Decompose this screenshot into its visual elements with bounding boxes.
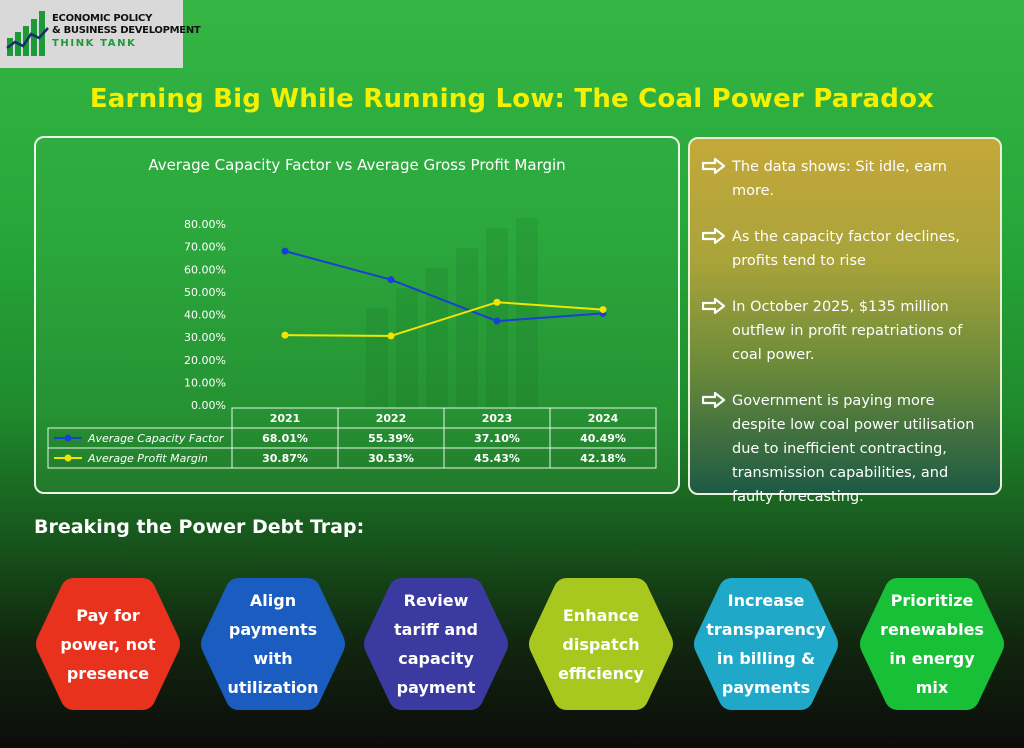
data-point	[387, 332, 395, 340]
table-cell-value: 30.87%	[262, 452, 308, 465]
series-line	[284, 301, 604, 337]
table-cell-value: 42.18%	[580, 452, 626, 465]
section-title: Breaking the Power Debt Trap:	[34, 516, 365, 538]
background-bars-decoration	[366, 218, 538, 408]
x-category-label: 2022	[376, 412, 407, 425]
action-card: Increase transparency in billing & payme…	[692, 574, 840, 714]
action-card: Align payments with utilization	[199, 574, 347, 714]
hexagon-shape	[201, 578, 345, 710]
action-card: Enhance dispatch efficiency	[527, 574, 675, 714]
x-category-label: 2023	[482, 412, 513, 425]
y-tick-label: 70.00%	[184, 241, 226, 254]
chart-title: Average Capacity Factor vs Average Gross…	[148, 156, 566, 174]
series-line	[284, 250, 604, 323]
data-point	[281, 247, 289, 255]
y-tick-label: 20.00%	[184, 354, 226, 367]
arrow-right-icon	[702, 228, 726, 244]
arrow-right-icon	[702, 158, 726, 174]
legend-marker	[64, 434, 72, 442]
hexagon-shape	[694, 578, 838, 710]
y-tick-label: 40.00%	[184, 309, 226, 322]
legend-marker	[64, 454, 72, 462]
insight-item: The data shows: Sit idle, earn more.	[702, 155, 990, 203]
action-label: Align payments with utilization	[227, 591, 319, 697]
x-category-label: 2021	[270, 412, 301, 425]
action-label: Increase transparency in billing & payme…	[706, 591, 826, 697]
hexagon-shape	[36, 578, 180, 710]
table-cell-value: 40.49%	[580, 432, 626, 445]
insights-panel: The data shows: Sit idle, earn more. As …	[688, 137, 1002, 505]
table-cell-value: 30.53%	[368, 452, 414, 465]
action-label: Pay for power, not presence	[60, 605, 156, 683]
data-point	[387, 276, 395, 284]
chart-panel: Average Capacity Factor vs Average Gross…	[34, 136, 680, 494]
insight-text: As the capacity factor declines, profits…	[732, 229, 960, 269]
y-tick-label: 10.00%	[184, 376, 226, 389]
data-point	[493, 298, 501, 306]
legend-label: Average Capacity Factor	[87, 432, 225, 445]
insight-item: Government is paying more despite low co…	[702, 389, 990, 509]
action-card: Review tariff and capacity payment	[362, 574, 510, 714]
table-cell-value: 55.39%	[368, 432, 414, 445]
y-tick-label: 50.00%	[184, 286, 226, 299]
hexagon-shape	[529, 578, 673, 710]
insight-text: The data shows: Sit idle, earn more.	[732, 159, 948, 199]
data-point	[281, 331, 289, 339]
arrow-right-icon	[702, 298, 726, 314]
action-label: Enhance dispatch efficiency	[558, 605, 644, 683]
action-card: Prioritize renewables in energy mix	[858, 574, 1006, 714]
line-chart: 0.00% 10.00% 20.00% 30.00% 40.00% 50.00% 60.00…	[47, 218, 657, 469]
table-cell-value: 68.01%	[262, 432, 308, 445]
insight-text: In October 2025, $135 million outflew in…	[732, 299, 963, 363]
action-card: Pay for power, not presence	[34, 574, 182, 714]
logo-line-2: & BUSINESS DEVELOPMENT	[52, 25, 201, 36]
y-tick-label: 80.00%	[184, 218, 226, 231]
action-label: Review tariff and capacity payment	[394, 591, 478, 697]
y-tick-label: 30.00%	[184, 331, 226, 344]
logo-line-1: ECONOMIC POLICY	[52, 13, 153, 24]
data-point	[493, 317, 501, 325]
hexagon-shape	[860, 578, 1004, 710]
logo-line-3: THINK TANK	[52, 38, 137, 49]
logo: ECONOMIC POLICY & BUSINESS DEVELOPMENT T…	[0, 0, 201, 68]
insight-text: Government is paying more despite low co…	[732, 393, 975, 505]
legend-label: Average Profit Margin	[87, 452, 208, 465]
arrow-right-icon	[702, 392, 726, 408]
growth-bars-icon	[6, 11, 49, 56]
x-category-label: 2024	[588, 412, 619, 425]
hexagon-shape	[364, 578, 508, 710]
insight-item: As the capacity factor declines, profits…	[702, 225, 990, 273]
table-cell-value: 37.10%	[474, 432, 520, 445]
data-point	[599, 306, 607, 314]
y-tick-label: 60.00%	[184, 263, 226, 276]
y-tick-label: 0.00%	[191, 399, 226, 412]
table-cell-value: 45.43%	[474, 452, 520, 465]
insight-item: In October 2025, $135 million outflew in…	[702, 295, 990, 367]
page-title: Earning Big While Running Low: The Coal …	[89, 84, 935, 114]
action-label: Prioritize renewables in energy mix	[880, 591, 984, 697]
